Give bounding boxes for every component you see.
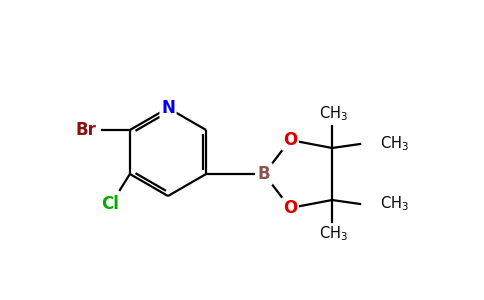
Text: N: N xyxy=(161,99,175,117)
Text: O: O xyxy=(283,131,297,149)
Text: B: B xyxy=(258,165,271,183)
Text: Br: Br xyxy=(76,121,96,139)
Text: CH$_3$: CH$_3$ xyxy=(318,105,348,123)
Text: CH$_3$: CH$_3$ xyxy=(380,135,409,153)
Text: Cl: Cl xyxy=(101,195,119,213)
Text: CH$_3$: CH$_3$ xyxy=(318,225,348,243)
Text: CH$_3$: CH$_3$ xyxy=(380,195,409,213)
Text: O: O xyxy=(283,199,297,217)
